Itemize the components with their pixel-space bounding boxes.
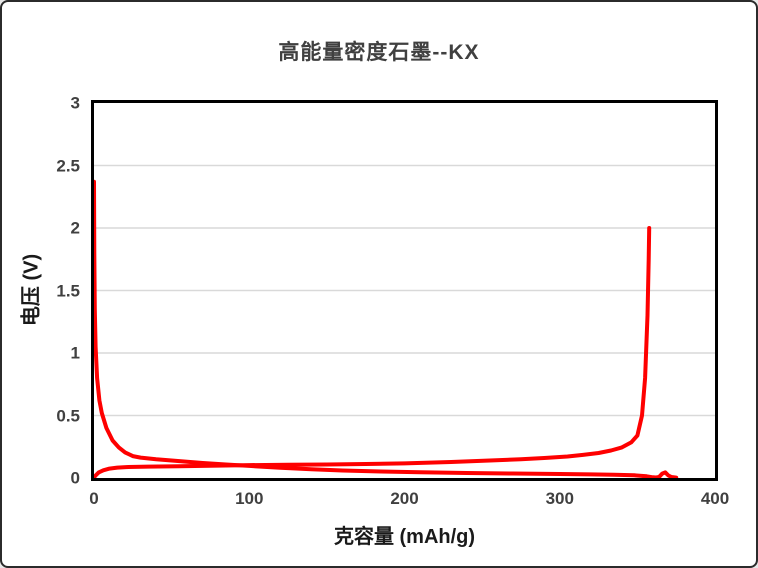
y-tick-label-2: 2 — [70, 218, 80, 238]
voltage-capacity-curve-canvas — [94, 164, 715, 478]
y-tick-label-0: 0 — [70, 468, 80, 488]
lithiation-discharge-curve — [94, 179, 679, 478]
plot-area — [91, 100, 718, 481]
x-tick-label-200: 200 — [390, 489, 419, 508]
x-axis-title: 克容量 (mAh/g) — [333, 526, 476, 548]
y-tick-label-3: 3 — [70, 93, 80, 113]
x-tick-label-100: 100 — [235, 489, 264, 508]
chart-title: 高能量密度石墨--KX — [278, 41, 480, 64]
y-tick-label-0.5: 0.5 — [56, 406, 80, 425]
y-tick-label-1: 1 — [70, 343, 80, 363]
x-tick-label-400: 400 — [700, 489, 730, 508]
delithiation-charge-curve — [94, 226, 652, 478]
x-tick-label-0: 0 — [89, 489, 99, 508]
y-tick-label-1.5: 1.5 — [56, 281, 80, 300]
x-tick-label-300: 300 — [545, 489, 574, 508]
y-tick-label-2.5: 2.5 — [56, 156, 80, 175]
